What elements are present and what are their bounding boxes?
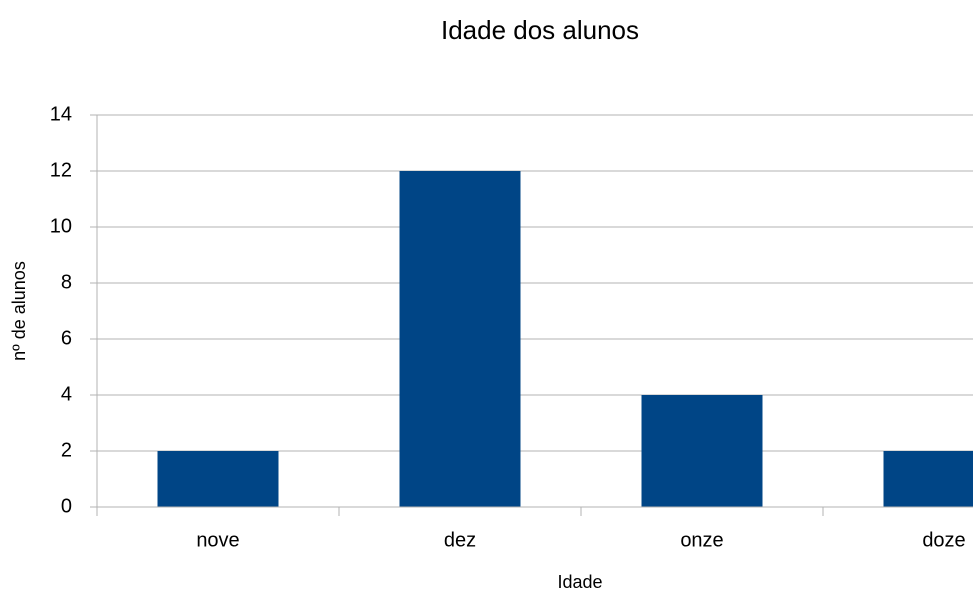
x-tick-label: onze [680, 529, 723, 551]
y-tick-label: 8 [61, 271, 72, 293]
chart-title: Idade dos alunos [441, 15, 639, 45]
bar [883, 451, 973, 507]
x-tick-label: dez [444, 529, 476, 551]
y-tick-label: 14 [50, 103, 72, 125]
y-tick-label: 4 [61, 383, 72, 405]
bar [641, 395, 763, 507]
x-tick-label: nove [196, 529, 239, 551]
bar [399, 171, 521, 507]
y-axis-label: nº de alunos [9, 261, 29, 361]
x-tick-label: doze [922, 529, 965, 551]
y-tick-label: 2 [61, 439, 72, 461]
y-tick-label: 10 [50, 215, 72, 237]
y-tick-label: 12 [50, 159, 72, 181]
y-tick-label: 6 [61, 327, 72, 349]
bar [157, 451, 279, 507]
x-axis-label: Idade [557, 572, 602, 592]
y-tick-label: 0 [61, 495, 72, 517]
